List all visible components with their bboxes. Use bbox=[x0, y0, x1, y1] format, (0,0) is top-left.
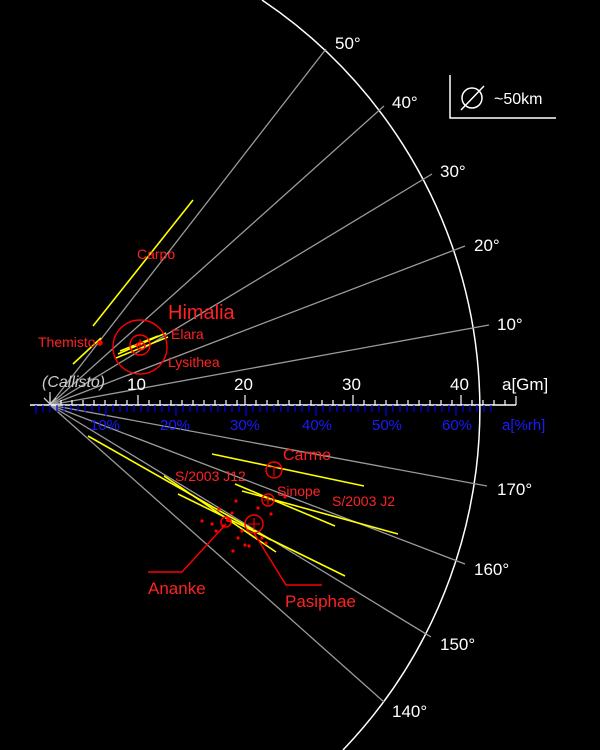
a-tick-40: 40 bbox=[450, 375, 469, 394]
orbit-range-carpo bbox=[92, 199, 194, 327]
label-50deg: 50° bbox=[335, 34, 361, 53]
leader-lines bbox=[148, 523, 322, 586]
label-40deg: 40° bbox=[392, 93, 418, 112]
label-pasiphae: Pasiphae bbox=[285, 592, 356, 611]
a-tick-20: 20 bbox=[234, 375, 253, 394]
orbit-range-elara bbox=[117, 332, 167, 355]
pasiphae-leader bbox=[253, 532, 322, 586]
label-sinope: Sinope bbox=[277, 483, 321, 499]
a-axis-tick-marks bbox=[49, 395, 517, 405]
moon-labels: Carpo Himalia Elara Themisto Lysithea Ca… bbox=[38, 246, 395, 611]
label-ananke: Ananke bbox=[148, 579, 206, 598]
inclination-labels: 50° 40° 30° 20° 10° 170° 160° 150° 140° bbox=[335, 34, 532, 721]
orbit-range-themisto bbox=[72, 337, 102, 365]
themisto-marker bbox=[97, 340, 103, 346]
label-carpo: Carpo bbox=[137, 246, 175, 262]
diameter-icon bbox=[460, 85, 485, 111]
label-150deg: 150° bbox=[440, 635, 475, 654]
hill-tick-20: 20% bbox=[160, 417, 190, 434]
retrograde-rays bbox=[49, 404, 488, 703]
ray-20deg bbox=[49, 245, 466, 406]
carme-marker bbox=[265, 461, 283, 479]
orbit-range-ananke bbox=[87, 435, 272, 541]
moon-marker-crosses bbox=[134, 339, 279, 530]
orbit-range-sinope bbox=[234, 483, 336, 527]
label-elara: Elara bbox=[171, 326, 204, 342]
hill-axis-unit: a[%rh] bbox=[502, 417, 545, 434]
himalia-marker bbox=[112, 319, 168, 375]
label-lysithea: Lysithea bbox=[168, 354, 220, 370]
label-20deg: 20° bbox=[474, 236, 500, 255]
label-170deg: 170° bbox=[497, 480, 532, 499]
hill-axis: 10% 20% 30% 40% 50% 60% a[%rh] bbox=[35, 405, 545, 434]
ray-50deg bbox=[49, 48, 327, 406]
ray-150deg bbox=[49, 404, 432, 638]
orbit-range-lysithea bbox=[119, 335, 159, 352]
scale-legend: ~50km bbox=[449, 75, 556, 119]
hill-tick-40: 40% bbox=[302, 417, 332, 434]
prograde-rays bbox=[49, 48, 490, 406]
orbit-range-himalia bbox=[115, 336, 169, 359]
hill-tick-10: 10% bbox=[90, 417, 120, 434]
ray-40deg bbox=[49, 105, 385, 406]
label-s2003j2: S/2003 J2 bbox=[332, 493, 395, 509]
legend-frame bbox=[449, 75, 556, 119]
label-carme: Carme bbox=[283, 447, 331, 464]
ray-140deg bbox=[49, 404, 385, 703]
label-160deg: 160° bbox=[474, 560, 509, 579]
label-30deg: 30° bbox=[440, 162, 466, 181]
small-moon-dots bbox=[200, 495, 287, 553]
label-140deg: 140° bbox=[392, 702, 427, 721]
hill-tick-50: 50% bbox=[372, 417, 402, 434]
a-axis: 10 20 30 40 a[Gm] bbox=[30, 375, 548, 406]
label-s2003j12: S/2003 J12 bbox=[175, 468, 246, 484]
moon-markers bbox=[97, 319, 283, 534]
ray-160deg bbox=[49, 404, 466, 565]
a-tick-30: 30 bbox=[342, 375, 361, 394]
ananke-leader bbox=[148, 523, 227, 573]
ray-10deg bbox=[49, 324, 490, 406]
a-axis-unit: a[Gm] bbox=[502, 375, 548, 394]
ray-170deg bbox=[49, 404, 488, 487]
elara-marker bbox=[129, 334, 151, 356]
label-themisto: Themisto bbox=[38, 334, 96, 350]
ray-30deg bbox=[49, 173, 433, 406]
orbit-range-carme bbox=[211, 453, 365, 487]
callisto-arrow-icon bbox=[43, 392, 57, 405]
legend-scale-text: ~50km bbox=[494, 91, 542, 108]
ananke-marker bbox=[220, 516, 232, 528]
sinope-marker bbox=[261, 493, 275, 507]
orbit-ranges bbox=[72, 199, 399, 577]
lysithea-marker bbox=[136, 341, 146, 351]
hill-axis-tick-marks bbox=[35, 405, 492, 416]
a-tick-10: 10 bbox=[127, 375, 146, 394]
hill-tick-30: 30% bbox=[230, 417, 260, 434]
callisto-reference: (Callisto) bbox=[42, 374, 105, 405]
callisto-label: (Callisto) bbox=[42, 374, 105, 391]
outer-boundary-arc bbox=[261, 0, 481, 750]
label-himalia: Himalia bbox=[168, 302, 236, 324]
a-axis-ticks bbox=[49, 395, 517, 405]
label-10deg: 10° bbox=[497, 315, 523, 334]
orbit-range-pasiphae bbox=[177, 493, 346, 577]
hill-tick-60: 60% bbox=[442, 417, 472, 434]
